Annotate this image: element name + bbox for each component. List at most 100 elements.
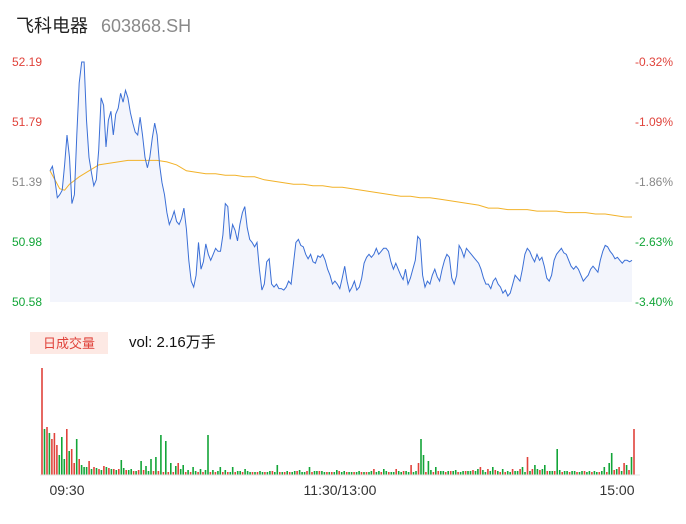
volume-bar	[620, 471, 623, 475]
volume-bar	[167, 472, 170, 475]
percent-tick-label: -0.32%	[635, 55, 673, 69]
volume-bar	[227, 472, 229, 475]
volume-bar	[506, 471, 509, 475]
volume-bar	[165, 441, 167, 475]
volume-bar	[601, 471, 603, 475]
volume-bar	[110, 469, 113, 475]
volume-bar	[613, 470, 615, 475]
volume-bar	[140, 461, 142, 475]
volume-bar	[95, 468, 98, 475]
volume-bar	[546, 471, 549, 475]
volume-bar	[323, 472, 326, 475]
volume-bar	[291, 472, 293, 475]
volume-bar	[264, 472, 266, 475]
volume-bar	[509, 472, 511, 475]
price-tick-label: 50.98	[12, 235, 42, 249]
volume-bar	[449, 471, 452, 475]
volume-bar	[370, 471, 373, 475]
volume-bar	[353, 472, 355, 475]
volume-bar	[78, 459, 80, 475]
percent-tick-label: -3.40%	[635, 295, 673, 309]
volume-bar	[122, 468, 125, 475]
volume-bar	[435, 467, 437, 475]
volume-bar	[588, 471, 591, 475]
volume-bar	[477, 469, 479, 475]
volume-bar	[397, 471, 400, 475]
volume-bar	[365, 472, 368, 475]
volume-bar	[444, 472, 447, 475]
volume-bar	[177, 463, 179, 475]
percent-axis: -0.32% -1.09% -1.86% -2.63% -3.40%	[635, 55, 673, 309]
volume-bar	[350, 472, 353, 475]
volume-bar	[504, 472, 506, 475]
volume-bar	[459, 472, 462, 475]
volume-bar	[551, 471, 554, 475]
volume-bar	[467, 471, 469, 475]
volume-bar	[615, 469, 618, 475]
volume-bar	[281, 472, 284, 475]
volume-bar	[108, 468, 110, 475]
volume-bar	[380, 472, 383, 475]
volume-bar	[301, 472, 303, 475]
volume-bar	[407, 472, 410, 475]
volume-bar	[603, 467, 606, 475]
volume-bar	[539, 470, 541, 475]
volume-bar	[479, 467, 482, 475]
volume-bar	[100, 470, 103, 475]
volume-bar	[608, 463, 610, 475]
volume-bar	[53, 433, 56, 475]
volume-bar	[571, 471, 573, 475]
volume-bar	[127, 470, 130, 475]
volume-bar	[298, 470, 301, 475]
stock-name: 飞科电器	[16, 16, 88, 36]
volume-bar	[447, 471, 449, 475]
volume-bar	[321, 471, 323, 475]
volume-bar	[279, 472, 281, 475]
volume-bar	[440, 471, 442, 475]
volume-bar	[311, 472, 313, 475]
volume-bar	[385, 471, 388, 475]
volume-bar	[586, 472, 588, 475]
volume-bar	[296, 471, 298, 475]
volume-bar	[610, 453, 613, 475]
volume-bar	[239, 471, 241, 475]
volume-bar	[125, 470, 127, 475]
volume-bar	[120, 460, 123, 475]
volume-bar	[578, 472, 581, 475]
volume-bar	[336, 470, 338, 475]
volume-bar	[519, 469, 521, 475]
volume-bar	[556, 449, 558, 475]
volume-bar	[56, 445, 58, 475]
volume-bar	[400, 472, 402, 475]
time-label: 15:00	[599, 482, 634, 498]
volume-bar	[88, 461, 90, 475]
volume-bar	[494, 470, 497, 475]
volume-bar	[170, 463, 172, 475]
volume-bar	[150, 459, 152, 475]
volume-bar	[118, 469, 120, 475]
volume-bar	[274, 472, 276, 475]
volume-bar	[388, 472, 390, 475]
volume-bar	[489, 471, 492, 475]
volume-bar	[172, 472, 175, 475]
price-line	[49, 61, 633, 297]
volume-bar	[378, 471, 380, 475]
volume-bar	[390, 472, 393, 475]
volume-bar	[83, 467, 85, 475]
volume-bar	[251, 472, 254, 475]
volume-bar	[529, 471, 531, 475]
volume-bar	[197, 472, 199, 475]
volume-bar	[464, 471, 467, 475]
volume-bar	[561, 472, 563, 475]
volume-bar	[358, 471, 360, 475]
volume-bar	[442, 471, 445, 475]
volume-bar	[75, 439, 78, 475]
volume-bar	[236, 471, 239, 475]
volume-bar	[276, 465, 279, 475]
volume-bar	[105, 467, 108, 475]
volume-bar	[375, 472, 378, 475]
volume-bar	[534, 465, 536, 475]
volume-bar	[425, 472, 427, 475]
volume-bar	[256, 472, 259, 475]
